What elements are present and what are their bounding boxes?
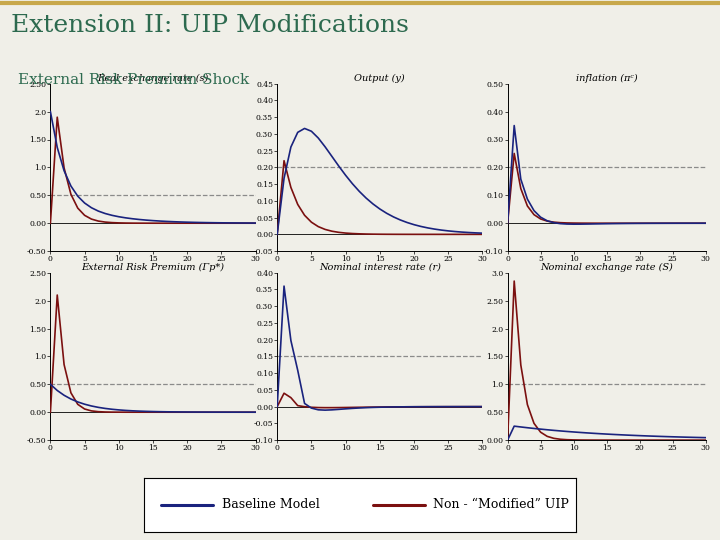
Text: Extension II: UIP Modifications: Extension II: UIP Modifications xyxy=(11,14,409,37)
Title: inflation (πᶜ): inflation (πᶜ) xyxy=(576,74,637,83)
Title: Nominal exchange rate (S): Nominal exchange rate (S) xyxy=(540,263,673,272)
Text: Baseline Model: Baseline Model xyxy=(222,498,320,511)
Text: Non - “Modified” UIP: Non - “Modified” UIP xyxy=(433,498,570,511)
Title: Output (y): Output (y) xyxy=(354,74,405,83)
Title: Real exchange rate (s): Real exchange rate (s) xyxy=(97,74,209,83)
Title: External Risk Premium (Γp*): External Risk Premium (Γp*) xyxy=(81,263,225,272)
Title: Nominal interest rate (r): Nominal interest rate (r) xyxy=(319,263,441,272)
Text: External Risk Premium Shock: External Risk Premium Shock xyxy=(18,73,249,87)
